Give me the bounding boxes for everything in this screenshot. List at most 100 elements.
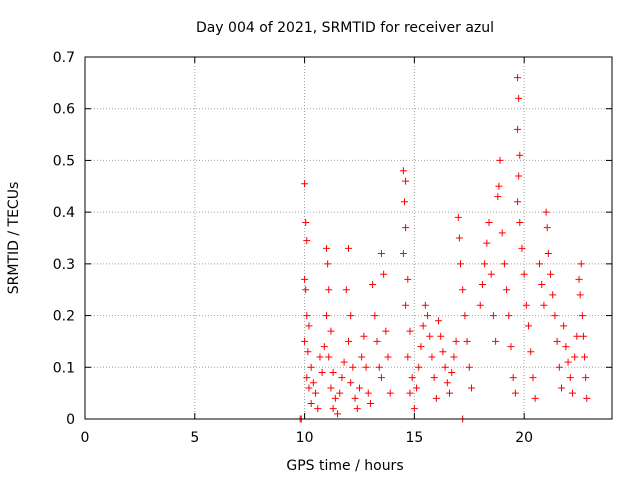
data-point [307,363,315,371]
x-tick-label: 5 [190,430,199,446]
data-point [575,275,583,283]
data-point [369,281,377,289]
data-point [576,291,584,299]
data-point [551,312,559,320]
data-point [305,322,313,330]
data-point [564,358,572,366]
data-point [345,337,352,345]
data-point [454,213,462,221]
y-tick-label: 0.6 [53,102,75,118]
data-point [465,363,473,371]
data-point [450,353,458,361]
data-point [329,405,337,413]
data-point [437,332,445,340]
data-point [529,374,537,382]
data-point [413,384,421,392]
y-tick-label: 0.4 [53,205,75,221]
data-point [483,239,491,247]
data-point [560,322,568,330]
data-point [525,322,533,330]
data-point [342,286,350,294]
data-point [399,250,407,258]
data-point [355,384,363,392]
data-point [323,312,331,320]
data-point [349,363,357,371]
data-point [515,172,523,180]
data-point [582,374,590,382]
data-point [509,374,517,382]
data-point [452,337,460,345]
data-point [307,399,315,407]
data-points [296,74,591,423]
y-tick-labels: 0 0.1 0.2 0.3 0.4 0.5 0.6 0.7 [53,50,75,428]
data-point [571,353,579,361]
data-point [360,332,368,340]
data-point [516,218,524,226]
y-tick-label: 0.1 [53,360,75,376]
data-point [304,348,312,356]
grid-lines [85,57,612,419]
data-point [419,322,427,330]
data-point [527,348,535,356]
data-point [324,260,332,268]
x-tick-label: 10 [296,430,314,446]
data-point [489,312,497,320]
data-point [301,337,309,345]
data-point [446,389,454,397]
data-point [435,317,443,325]
data-point [549,291,557,299]
data-point [426,332,434,340]
data-point [320,343,328,351]
data-point [443,379,451,387]
data-point [536,260,544,268]
data-point [432,394,440,402]
data-point [345,244,352,252]
data-point [439,348,447,356]
data-point [522,301,530,309]
data-point [386,389,394,397]
data-point [358,353,366,361]
data-point [448,368,456,376]
data-point [301,180,309,188]
data-point [459,286,467,294]
data-point [421,301,429,309]
plot-frame [84,56,613,420]
data-point [579,332,587,340]
data-point [503,286,511,294]
data-point [334,410,342,418]
data-point [377,374,385,382]
data-point [542,208,550,216]
data-point [318,368,326,376]
data-point [327,327,335,335]
data-point [384,353,392,361]
data-point [543,224,551,232]
data-point [410,405,418,413]
data-point [514,74,522,82]
y-tick-label: 0 [66,412,75,428]
data-point [573,332,581,340]
data-point [375,363,383,371]
data-point [305,384,313,392]
data-point [531,394,539,402]
data-point [303,312,311,320]
x-tick-label: 0 [81,430,90,446]
data-point [557,384,565,392]
data-point [520,270,528,278]
data-point [424,312,432,320]
data-point [441,363,449,371]
data-point [406,389,414,397]
data-point [547,270,555,278]
data-point [514,125,522,133]
data-point [456,260,464,268]
data-point [408,374,416,382]
data-point [555,363,563,371]
data-point [492,337,500,345]
data-point [485,218,493,226]
data-point [336,389,344,397]
data-point [301,275,309,283]
data-point [577,260,585,268]
data-point [544,250,552,258]
data-point [325,286,333,294]
data-point [312,389,320,397]
data-point [514,198,522,206]
